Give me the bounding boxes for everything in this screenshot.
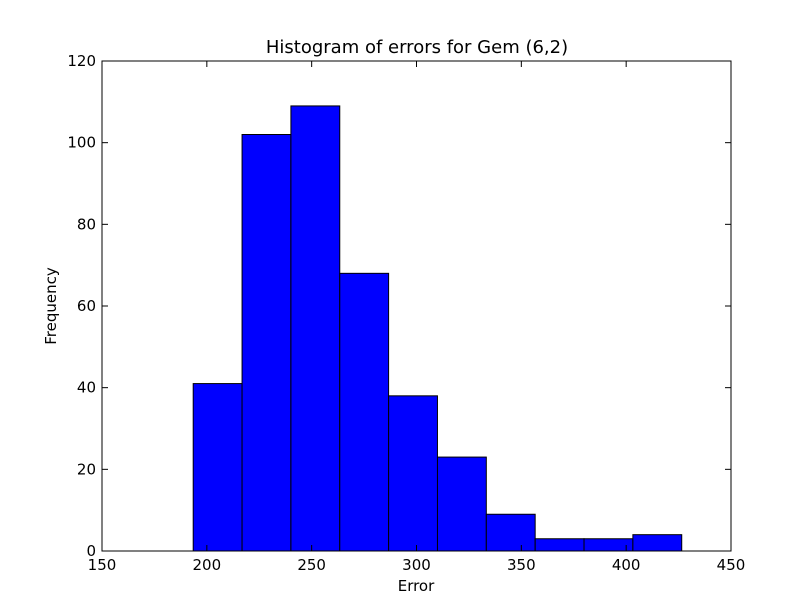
- y-axis-label: Frequency: [42, 267, 60, 345]
- histogram-bar: [192, 383, 243, 552]
- x-tick-label: 250: [297, 556, 326, 574]
- y-tick-label: 0: [86, 542, 96, 560]
- histogram-bar: [388, 395, 438, 552]
- y-tick-label: 40: [77, 379, 96, 397]
- x-tick-label: 300: [402, 556, 431, 574]
- histogram-bar: [436, 456, 487, 552]
- x-tick-label: 450: [717, 556, 746, 574]
- histogram-bar: [632, 534, 683, 552]
- histogram-bar: [534, 538, 585, 552]
- chart-title: Histogram of errors for Gem (6,2): [266, 37, 568, 58]
- y-tick-label: 120: [67, 52, 96, 70]
- y-tick-label: 60: [77, 297, 96, 315]
- histogram-bar: [583, 538, 634, 552]
- x-tick-label: 400: [612, 556, 641, 574]
- x-axis-label: Error: [398, 577, 435, 595]
- histogram-bar: [485, 513, 536, 552]
- x-tick-label: 200: [193, 556, 222, 574]
- ticks-layer: 150 200 250 300 350 400 450 0 20 40 60 80 100 120: [67, 52, 745, 574]
- histogram-bar: [290, 105, 341, 552]
- histogram-bar: [339, 272, 390, 552]
- x-tick-label: 350: [507, 556, 536, 574]
- histogram-bar: [241, 134, 292, 552]
- x-tick-label: 150: [88, 556, 117, 574]
- y-tick-label: 100: [67, 134, 96, 152]
- bars-layer: [192, 105, 683, 552]
- y-tick-label: 20: [77, 460, 96, 478]
- y-tick-label: 80: [77, 215, 96, 233]
